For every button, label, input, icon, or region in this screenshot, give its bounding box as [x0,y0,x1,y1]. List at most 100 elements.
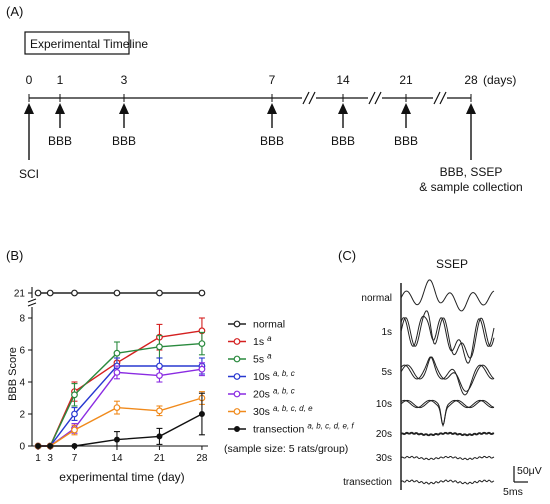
timeline-unit: (days) [483,73,516,87]
data-point [156,289,163,297]
chart-plot: 0 2 4 6 8 21 1 3 7 14 21 28 [14,289,208,465]
data-point [156,372,163,380]
panel-b-label: (B) [6,248,23,263]
x-tick-label: 7 [72,453,78,464]
scale-bar-time: 5ms [503,486,523,498]
y-tick-label: 0 [19,442,25,453]
y-tick-label: 6 [19,346,25,357]
data-point [198,340,206,348]
data-point [198,365,206,373]
arrow-up-icon [401,103,411,128]
ssep-title: SSEP [436,257,468,271]
legend-marker [233,355,241,363]
event-label: & sample collection [419,180,522,194]
timeline-tick-label: 14 [336,73,350,87]
data-point [156,433,163,440]
panel-b: (B) 0 2 4 6 8 21 1 3 7 14 21 28 BBB Score experimen… [6,248,354,484]
data-point [71,443,78,450]
legend-marker [233,373,241,380]
ssep-row-label: 5s [381,367,392,378]
data-point [71,426,78,434]
data-point [113,369,121,376]
legend-label: transection a, b, c, d, e, f [253,422,354,436]
event-label: BBB [394,134,418,148]
ssep-trace [400,356,495,392]
timeline-title-box [24,31,130,55]
timeline-break [302,91,316,105]
ssep-rows: normal 1s 5s 10s 20s 30s transection [343,279,495,490]
arrow-up-icon [267,103,277,128]
y-tick-label: 21 [14,289,26,300]
ssep-trace [400,399,495,427]
arrow-up-icon [24,103,34,160]
arrow-up-icon [338,103,348,128]
legend-label: 5s a [253,352,272,366]
legend-marker [234,426,241,433]
legend-marker [233,338,241,345]
ssep-trace [400,455,495,461]
ssep-row-label: 20s [376,429,392,440]
event-label: SCI [19,167,39,181]
ssep-trace [400,399,495,427]
ssep-row-label: 1s [381,327,392,338]
x-tick-label: 21 [154,453,166,464]
y-axis-label: BBB Score [7,347,19,401]
ssep-trace [400,279,495,312]
ssep-row-label: 10s [376,399,392,410]
timeline-tick-label: 21 [399,73,413,87]
ssep-row-label: 30s [376,453,392,464]
ssep-trace [400,356,495,396]
data-point [156,407,163,415]
panel-a-label: (A) [6,4,23,19]
ssep-trace [400,315,495,364]
x-tick-label: 1 [35,453,41,464]
timeline-tick-label: 3 [121,73,128,87]
panel-c: (C) SSEP normal1s5s10s20s30stransection … [338,248,542,498]
legend-label: normal [253,319,285,331]
timeline-title: Experimental Timeline [30,37,148,51]
arrow-up-icon [466,103,476,160]
data-point [71,410,78,418]
timeline-tick-label: 7 [269,73,276,87]
y-tick-label: 4 [19,378,25,389]
arrow-up-icon [55,103,65,128]
y-tick-label: 8 [19,314,25,325]
data-point [113,436,120,443]
timeline-tick-label: 1 [57,73,64,87]
event-label: BBB [260,134,284,148]
x-tick-label: 3 [47,453,53,464]
y-tick-label: 2 [19,410,25,421]
panel-a: (A) Experimental Timeline 0 1 3 7 14 [6,4,523,194]
data-point [47,443,54,450]
data-point [35,443,42,450]
data-point [198,289,206,297]
legend-marker [233,408,241,415]
data-point [71,289,78,297]
event-label: BBB [331,134,355,148]
x-tick-label: 14 [111,453,123,464]
scale-bar [513,466,528,483]
data-point [198,411,205,418]
timeline-tick-label: 0 [26,73,33,87]
legend-marker [233,390,241,398]
ssep-row-label: normal [361,293,392,304]
timeline-break [368,91,382,105]
timeline-break [433,91,447,105]
legend-label: 10s a, b, c [253,369,295,383]
data-point [156,343,163,351]
legend-marker [233,320,241,328]
legend-label: 30s a, b, c, d, e [253,404,313,418]
data-point [71,391,78,399]
event-label: BBB [48,134,72,148]
ssep-row-label: transection [343,477,392,488]
chart-legend: normal 1s a 5s a 10s a, b, c 20s a, b, c 30s a, b,… [228,319,354,436]
sample-size-note: (sample size: 5 rats/group) [224,443,348,455]
event-label: BBB, SSEP [440,165,503,179]
arrow-up-icon [119,103,129,128]
data-point [156,362,163,370]
timeline-tick-label: 28 [464,73,478,87]
data-point [34,289,42,297]
data-point [46,289,54,297]
data-point [113,404,121,412]
